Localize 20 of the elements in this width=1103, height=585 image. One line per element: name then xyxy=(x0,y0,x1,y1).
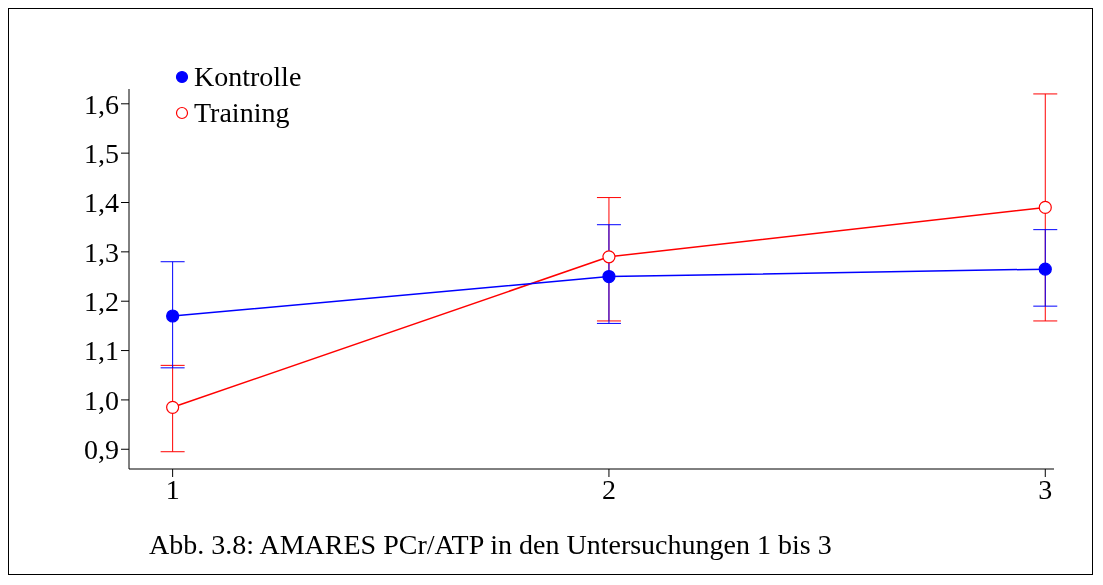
point xyxy=(1038,200,1052,215)
point xyxy=(166,400,180,414)
x-tick-label: 3 xyxy=(1038,473,1053,505)
point xyxy=(166,309,180,323)
y-tick-label: 1,0 xyxy=(84,384,119,416)
point xyxy=(1038,262,1052,276)
y-tick-label: 1,4 xyxy=(84,187,119,219)
x-tick-label: 2 xyxy=(601,473,616,505)
y-tick-label: 0,9 xyxy=(84,434,119,466)
point xyxy=(602,250,616,264)
caption: Abb. 3.8: AMARES PCr/ATP in den Untersuchungen 1 bis 3 xyxy=(149,529,832,561)
legend-label: Kontrolle xyxy=(194,60,302,94)
y-tick-label: 1,3 xyxy=(84,236,119,268)
y-tick-label: 1,1 xyxy=(84,335,119,367)
y-tick-label: 1,5 xyxy=(84,138,119,170)
y-tick-label: 1,6 xyxy=(84,88,119,120)
point xyxy=(602,269,616,284)
y-tick-label: 1,2 xyxy=(84,286,119,318)
legend-label: Training xyxy=(194,96,290,130)
x-tick-label: 1 xyxy=(165,473,180,505)
